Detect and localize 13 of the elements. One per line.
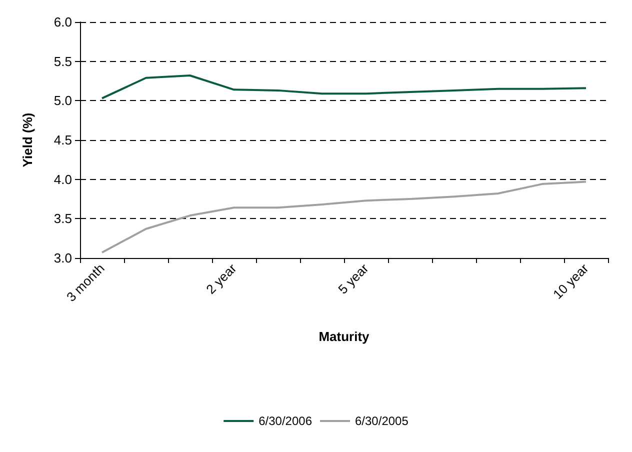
y-tick-label: 3.0 xyxy=(54,250,72,266)
legend-label: 6/30/2005 xyxy=(355,414,409,428)
y-tick-label: 3.5 xyxy=(54,211,72,226)
x-axis-title: Maturity xyxy=(318,329,370,344)
y-tick-label: 5.0 xyxy=(54,93,72,108)
y-tick-label: 6.0 xyxy=(54,14,72,30)
y-tick-label: 4.0 xyxy=(54,172,72,187)
y-axis-title: Yield (%) xyxy=(20,112,35,168)
line-series xyxy=(101,180,587,254)
y-tick-label: 4.5 xyxy=(54,132,72,148)
y-tick-label: 5.5 xyxy=(54,54,72,69)
line-series xyxy=(101,74,587,100)
legend-label: 6/30/2006 xyxy=(258,414,312,428)
